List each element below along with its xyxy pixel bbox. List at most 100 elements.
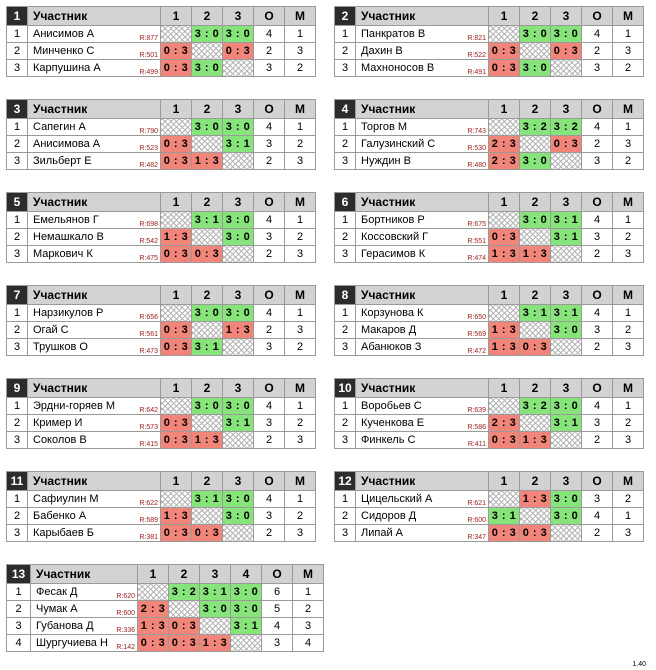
player-rating: R:542 — [138, 238, 158, 245]
row-index: 1 — [334, 397, 356, 415]
player-name[interactable]: Абанюков З — [361, 341, 422, 353]
player-name[interactable]: Липай А — [361, 527, 403, 539]
group-number: 1 — [6, 6, 28, 26]
player-name[interactable]: Нарзикулов Р — [33, 307, 104, 319]
group-number: 4 — [334, 99, 356, 119]
player-name[interactable]: Чумак А — [36, 603, 78, 615]
player-name[interactable]: Анисимова А — [33, 138, 101, 150]
player-name[interactable]: Герасимов К — [361, 248, 426, 260]
player-name[interactable]: Галузинский С — [361, 138, 436, 150]
place-value: 3 — [612, 338, 644, 356]
place-value: 3 — [612, 245, 644, 263]
player-name[interactable]: Соколов В — [33, 434, 87, 446]
points-value: 4 — [253, 397, 285, 415]
player-cell: Анисимова А R:523 — [27, 135, 161, 153]
player-name[interactable]: Емельянов Г — [33, 214, 99, 226]
player-name[interactable]: Финкель С — [361, 434, 416, 446]
player-cell: Трушков О R:473 — [27, 338, 161, 356]
player-cell: Немашкало В R:542 — [27, 228, 161, 246]
player-rating: R:482 — [138, 162, 158, 169]
player-cell: Сапегин А R:790 — [27, 118, 161, 136]
player-name[interactable]: Немашкало В — [33, 231, 104, 243]
place-value: 2 — [612, 59, 644, 77]
opponent-column-header: 3 — [550, 192, 582, 212]
player-rating: R:569 — [466, 331, 486, 338]
player-name[interactable]: Нуждин В — [361, 155, 411, 167]
place-value: 2 — [612, 152, 644, 170]
player-cell: Минченко С R:501 — [27, 42, 161, 60]
player-name[interactable]: Минченко С — [33, 45, 95, 57]
player-name[interactable]: Сапегин А — [33, 121, 86, 133]
self-match-cell — [519, 414, 551, 432]
player-name[interactable]: Панкратов В — [361, 28, 426, 40]
points-header: О — [261, 564, 293, 584]
row-index: 2 — [6, 507, 28, 525]
row-index: 3 — [334, 338, 356, 356]
group-number: 3 — [6, 99, 28, 119]
match-score: 0 : 3 — [137, 634, 169, 652]
player-rating: R:415 — [138, 441, 158, 448]
player-name[interactable]: Макаров Д — [361, 324, 417, 336]
player-name[interactable]: Торгов М — [361, 121, 408, 133]
place-header: М — [284, 99, 316, 119]
points-value: 3 — [581, 414, 613, 432]
player-name[interactable]: Карпушина А — [33, 62, 101, 74]
player-name[interactable]: Коссовский Г — [361, 231, 429, 243]
player-name[interactable]: Губанова Д — [36, 620, 94, 632]
match-score: 3 : 1 — [199, 583, 231, 601]
points-value: 2 — [253, 431, 285, 449]
player-name[interactable]: Бортников Р — [361, 214, 425, 226]
player-name[interactable]: Махноносов В — [361, 62, 435, 74]
row-index: 3 — [6, 617, 31, 635]
player-rating: R:743 — [466, 128, 486, 135]
player-name[interactable]: Карыбаев Б — [33, 527, 94, 539]
player-name[interactable]: Цицельский А — [361, 493, 433, 505]
player-rating: R:473 — [138, 348, 158, 355]
player-rating: R:620 — [115, 593, 135, 600]
player-name[interactable]: Кример И — [33, 417, 83, 429]
opponent-column-header: 3 — [550, 99, 582, 119]
player-name[interactable]: Кученкова Е — [361, 417, 425, 429]
player-name[interactable]: Анисимов А — [33, 28, 95, 40]
player-name[interactable]: Сафиулин М — [33, 493, 99, 505]
player-cell: Воробьев С R:639 — [355, 397, 489, 415]
group-number: 9 — [6, 378, 28, 398]
row-index: 2 — [6, 228, 28, 246]
player-name[interactable]: Фесак Д — [36, 586, 78, 598]
participant-header: Участник — [27, 99, 161, 119]
player-name[interactable]: Шургучиева Н — [36, 637, 108, 649]
points-value: 4 — [581, 118, 613, 136]
match-score: 0 : 3 — [488, 59, 520, 77]
opponent-column-header: 2 — [191, 192, 223, 212]
match-score: 0 : 3 — [160, 245, 192, 263]
player-name[interactable]: Воробьев С — [361, 400, 422, 412]
match-score: 3 : 0 — [550, 490, 582, 508]
points-value: 4 — [261, 617, 293, 635]
row-index: 2 — [6, 600, 31, 618]
points-value: 3 — [261, 634, 293, 652]
self-match-cell — [230, 634, 262, 652]
player-name[interactable]: Трушков О — [33, 341, 88, 353]
place-value: 1 — [284, 304, 316, 322]
player-name[interactable]: Сидоров Д — [361, 510, 417, 522]
player-name[interactable]: Дахин В — [361, 45, 403, 57]
player-name[interactable]: Маркович К — [33, 248, 93, 260]
player-cell: Макаров Д R:569 — [355, 321, 489, 339]
player-name[interactable]: Бабенко А — [33, 510, 87, 522]
player-cell: Бабенко А R:589 — [27, 507, 161, 525]
player-name[interactable]: Зильберт Е — [33, 155, 92, 167]
player-name[interactable]: Корзунова К — [361, 307, 424, 319]
self-match-cell — [137, 583, 169, 601]
player-name[interactable]: Эрдни-горяев М — [33, 400, 116, 412]
points-value: 2 — [581, 42, 613, 60]
match-score: 3 : 0 — [230, 600, 262, 618]
player-name[interactable]: Огай С — [33, 324, 69, 336]
